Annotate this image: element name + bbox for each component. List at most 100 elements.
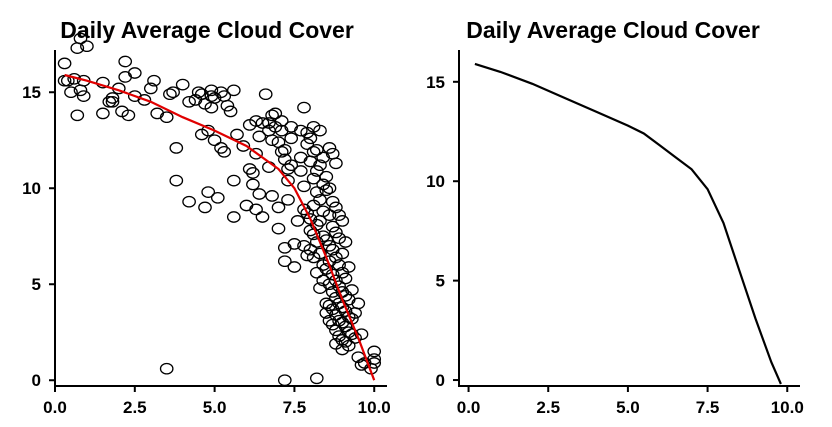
- scatter-point: [325, 220, 340, 233]
- scatter-xtick-label: 2.5: [123, 398, 147, 417]
- line-panel: Daily Average Cloud Cover 0.0 2.5 5.0 7.5 10…: [426, 17, 804, 417]
- scatter-point: [268, 107, 283, 120]
- scatter-point: [277, 374, 292, 387]
- scatter-point: [265, 109, 279, 122]
- scatter-point: [102, 95, 117, 108]
- scatter-point: [293, 165, 308, 177]
- scatter-point: [287, 261, 302, 273]
- scatter-point: [70, 109, 85, 122]
- scatter-point: [118, 55, 133, 68]
- scatter-point: [277, 241, 292, 254]
- scatter-point: [265, 134, 279, 147]
- scatter-point: [281, 193, 295, 206]
- scatter-point: [252, 188, 267, 200]
- scatter-point: [274, 115, 289, 127]
- scatter-point: [345, 284, 359, 296]
- scatter-point: [255, 117, 270, 129]
- scatter-point: [182, 95, 196, 108]
- scatter-point: [309, 372, 324, 385]
- scatter-point: [182, 195, 196, 208]
- scatter-point: [274, 145, 289, 158]
- scatter-point: [262, 161, 276, 173]
- scatter-point: [335, 247, 350, 260]
- line-ytick-label: 15: [426, 73, 445, 92]
- scatter-point: [325, 268, 340, 281]
- scatter-point: [290, 215, 305, 227]
- scatter-xtick-label: 10.0: [358, 398, 391, 417]
- scatter-point: [332, 259, 346, 271]
- scatter-point: [255, 211, 270, 223]
- scatter-ytick-label: 15: [22, 83, 41, 102]
- scatter-point: [265, 190, 279, 202]
- scatter-point: [332, 209, 346, 221]
- scatter-point: [96, 107, 110, 120]
- cloud-cover-line: [474, 62, 782, 385]
- scatter-point: [309, 186, 324, 198]
- scatter-point: [293, 124, 308, 137]
- scatter-point: [246, 167, 260, 179]
- scatter-xtick-label: 5.0: [203, 398, 227, 417]
- line-ytick-label: 0: [436, 371, 445, 390]
- scatter-point: [322, 182, 337, 195]
- scatter-point: [313, 247, 327, 260]
- scatter-point: [226, 174, 241, 187]
- scatter-point: [230, 128, 244, 141]
- scatter-point: [287, 238, 302, 250]
- scatter-point: [306, 145, 321, 158]
- scatter-panel: Daily Average Cloud Cover 0.0 2.5 5.0 7.5 10…: [22, 17, 391, 417]
- scatter-point: [76, 90, 91, 102]
- scatter-point: [367, 353, 382, 365]
- fit-line: [64, 73, 376, 381]
- scatter-point: [163, 88, 177, 101]
- scatter-point: [303, 155, 318, 168]
- scatter-point: [351, 297, 366, 310]
- scatter-point: [249, 147, 263, 160]
- scatter-point: [166, 86, 180, 99]
- scatter-point: [201, 186, 216, 198]
- scatter-point: [338, 236, 353, 248]
- scatter-point: [175, 78, 190, 91]
- scatter-ytick-label: 10: [22, 179, 41, 198]
- scatter-point: [313, 159, 327, 172]
- scatter-xtick-label: 7.5: [283, 398, 307, 417]
- scatter-point: [239, 199, 254, 212]
- scatter-point: [341, 339, 356, 352]
- scatter-point: [127, 67, 142, 79]
- scatter-point: [204, 101, 219, 114]
- line-ytick-label: 10: [426, 172, 445, 191]
- scatter-point: [309, 165, 324, 177]
- scatter-point: [121, 109, 136, 122]
- scatter-point: [284, 159, 299, 172]
- scatter-point: [329, 226, 343, 239]
- scatter-point: [198, 201, 212, 214]
- scatter-point: [309, 218, 324, 231]
- scatter-point: [329, 157, 343, 170]
- scatter-point: [319, 184, 334, 197]
- line-axes: [458, 50, 800, 387]
- scatter-point: [313, 124, 327, 137]
- scatter-point: [300, 207, 315, 220]
- scatter-point: [335, 215, 350, 227]
- scatter-point: [204, 84, 219, 97]
- scatter-point: [322, 209, 337, 221]
- scatter-point: [137, 94, 152, 106]
- scatter-point: [226, 84, 241, 97]
- scatter-point: [281, 174, 295, 187]
- scatter-point: [277, 255, 292, 268]
- scatter-point: [252, 130, 267, 143]
- scatter-point: [64, 86, 78, 99]
- scatter-point: [169, 142, 184, 154]
- scatter-point: [325, 195, 340, 208]
- line-ytick-label: 5: [436, 272, 445, 291]
- scatter-point: [297, 180, 311, 193]
- scatter-point: [309, 143, 324, 156]
- line-xtick-label: 2.5: [536, 398, 560, 417]
- scatter-point: [322, 299, 337, 312]
- scatter-point: [207, 134, 222, 147]
- scatter-point: [80, 40, 94, 53]
- scatter-point: [246, 178, 260, 191]
- scatter-point: [249, 203, 263, 216]
- scatter-point: [57, 57, 72, 70]
- scatter-point: [147, 74, 161, 87]
- scatter-xtick-label: 0.0: [43, 398, 67, 417]
